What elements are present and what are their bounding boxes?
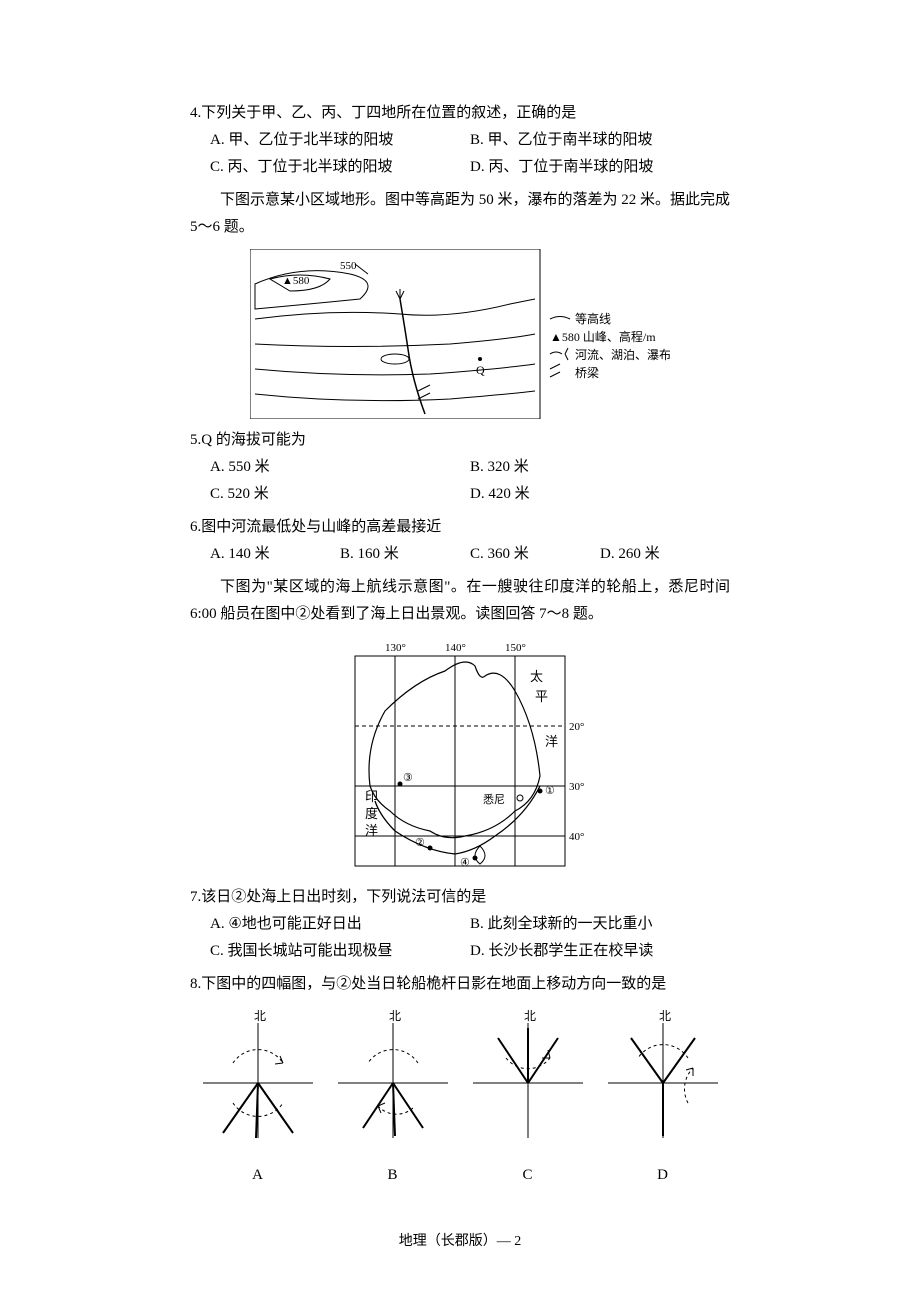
figure-terrain: ▲580 550 Q 等高线 ▲580 山峰、高程/m 河流、湖泊、瀑布 桥梁: [190, 249, 730, 419]
svg-text:③: ③: [403, 772, 413, 784]
q4-optD: D. 丙、丁位于南半球的阳坡: [470, 154, 730, 181]
peak-580-label: ▲580: [282, 275, 310, 287]
q5-optB: B. 320 米: [470, 454, 730, 481]
q6-optC: C. 360 米: [470, 541, 600, 568]
question-4: 4.下列关于甲、乙、丙、丁四地所在位置的叙述，正确的是 A. 甲、乙位于北半球的…: [190, 100, 730, 181]
svg-text:20°: 20°: [569, 721, 584, 733]
q5-optD: D. 420 米: [470, 481, 730, 508]
q5-optA: A. 550 米: [210, 454, 470, 481]
label-A: A: [190, 1162, 325, 1189]
point-q: Q: [476, 363, 485, 377]
label-C: C: [460, 1162, 595, 1189]
svg-text:太: 太: [530, 669, 543, 684]
label-B: B: [325, 1162, 460, 1189]
intro-56: 下图示意某小区域地形。图中等高距为 50 米，瀑布的落差为 22 米。据此完成 …: [190, 187, 730, 241]
svg-text:洋: 洋: [365, 823, 378, 838]
legend-contour: 等高线: [575, 311, 611, 326]
q8-text: 8.下图中的四幅图，与②处当日轮船桅杆日影在地面上移动方向一致的是: [190, 971, 730, 998]
question-7: 7.该日②处海上日出时刻，下列说法可信的是 A. ④地也可能正好日出 B. 此刻…: [190, 884, 730, 965]
question-8: 8.下图中的四幅图，与②处当日轮船桅杆日影在地面上移动方向一致的是: [190, 971, 730, 998]
q7-options: A. ④地也可能正好日出 B. 此刻全球新的一天比重小 C. 我国长城站可能出现…: [190, 911, 730, 965]
question-6: 6.图中河流最低处与山峰的高差最接近 A. 140 米 B. 160 米 C. …: [190, 514, 730, 568]
svg-text:②: ②: [415, 837, 425, 849]
q4-optC: C. 丙、丁位于北半球的阳坡: [210, 154, 470, 181]
q7-optA: A. ④地也可能正好日出: [210, 911, 470, 938]
q5-options: A. 550 米 B. 320 米 C. 520 米 D. 420 米: [190, 454, 730, 508]
svg-text:40°: 40°: [569, 831, 584, 843]
q6-text: 6.图中河流最低处与山峰的高差最接近: [190, 514, 730, 541]
diagram-B: 北 B: [325, 1008, 460, 1189]
svg-text:130°: 130°: [385, 642, 406, 654]
q7-optC: C. 我国长城站可能出现极昼: [210, 938, 470, 965]
svg-text:④: ④: [460, 857, 470, 869]
q5-text: 5.Q 的海拔可能为: [190, 427, 730, 454]
shadow-diagrams: 北 A 北 B 北: [190, 1008, 730, 1189]
svg-text:140°: 140°: [445, 642, 466, 654]
q5-optC: C. 520 米: [210, 481, 470, 508]
q7-text: 7.该日②处海上日出时刻，下列说法可信的是: [190, 884, 730, 911]
q4-optA: A. 甲、乙位于北半球的阳坡: [210, 127, 470, 154]
diagram-A: 北 A: [190, 1008, 325, 1189]
svg-text:洋: 洋: [545, 734, 558, 749]
svg-text:北: 北: [524, 1009, 536, 1023]
svg-text:度: 度: [365, 806, 378, 821]
diagram-D: 北 D: [595, 1008, 730, 1189]
diagram-C: 北 C: [460, 1008, 595, 1189]
label-D: D: [595, 1162, 730, 1189]
q4-optB: B. 甲、乙位于南半球的阳坡: [470, 127, 730, 154]
svg-text:北: 北: [254, 1009, 266, 1023]
q4-text: 4.下列关于甲、乙、丙、丁四地所在位置的叙述，正确的是: [190, 100, 730, 127]
q6-options: A. 140 米 B. 160 米 C. 360 米 D. 260 米: [190, 541, 730, 568]
figure-australia-map: 130° 140° 150° 20° 30° 40° 太 平 洋 印 度 洋 悉…: [190, 636, 730, 876]
q6-optA: A. 140 米: [210, 541, 340, 568]
q6-optB: B. 160 米: [340, 541, 470, 568]
svg-text:北: 北: [659, 1009, 671, 1023]
q4-options: A. 甲、乙位于北半球的阳坡 B. 甲、乙位于南半球的阳坡 C. 丙、丁位于北半…: [190, 127, 730, 181]
svg-text:平: 平: [535, 689, 548, 704]
q6-optD: D. 260 米: [600, 541, 730, 568]
svg-text:北: 北: [389, 1009, 401, 1023]
legend-peak: ▲580 山峰、高程/m: [550, 329, 656, 344]
question-5: 5.Q 的海拔可能为 A. 550 米 B. 320 米 C. 520 米 D.…: [190, 427, 730, 508]
svg-text:悉尼: 悉尼: [483, 793, 505, 806]
q7-optD: D. 长沙长郡学生正在校早读: [470, 938, 730, 965]
svg-text:印: 印: [365, 789, 378, 804]
q7-optB: B. 此刻全球新的一天比重小: [470, 911, 730, 938]
legend-bridge: 桥梁: [575, 365, 599, 380]
peak-550-line: 550: [340, 260, 357, 272]
page-footer: 地理（长郡版）— 2: [190, 1229, 730, 1254]
intro-78: 下图为"某区域的海上航线示意图"。在一艘驶往印度洋的轮船上，悉尼时间 6:00 …: [190, 574, 730, 628]
svg-text:①: ①: [545, 785, 555, 797]
svg-text:30°: 30°: [569, 781, 584, 793]
svg-text:150°: 150°: [505, 642, 526, 654]
legend-river: 河流、湖泊、瀑布: [575, 347, 670, 362]
